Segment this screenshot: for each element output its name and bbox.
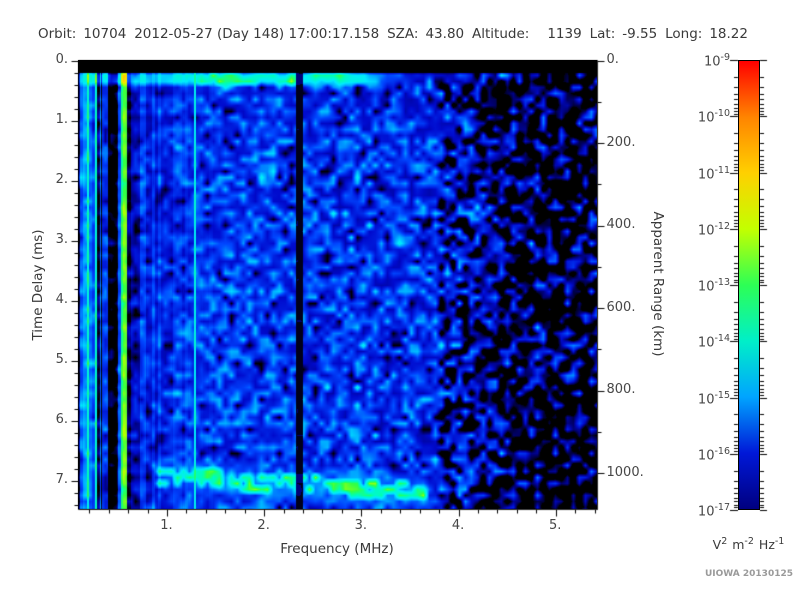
colorbar-units: V2 m-2 Hz-1 <box>713 536 790 552</box>
long-value: 18.22 <box>709 26 748 42</box>
y-axis-title-left: Time Delay (ms) <box>30 229 46 341</box>
orbit-label: Orbit: <box>38 26 77 42</box>
x-tick-label: 3. <box>354 517 368 533</box>
long-label: Long: <box>665 26 703 42</box>
credit-text: UIOWA 20130125 <box>704 569 793 579</box>
altitude-label: Altitude: <box>472 26 530 42</box>
altitude-value: 1139 <box>547 26 582 42</box>
sza-group: SZA: 43.80 <box>387 26 464 42</box>
apparent-range-tick-label: 1000. <box>606 464 644 480</box>
colorbar-tick-label: 10-15 <box>697 389 730 407</box>
sza-value: 43.80 <box>425 26 465 42</box>
sza-label: SZA: <box>387 26 419 42</box>
apparent-range-tick-label: 800. <box>606 382 636 398</box>
spectrogram-canvas <box>78 60 597 509</box>
colorbar-tick-label: 10-9 <box>703 52 730 70</box>
lat-label: Lat: <box>589 26 616 42</box>
long-group: Long: 18.22 <box>665 26 748 42</box>
datetime-group: 2012-05-27 (Day 148) 17:00:17.158 <box>134 26 379 42</box>
apparent-range-tick-label: 600. <box>606 299 636 315</box>
orbit-group: Orbit: 10704 <box>38 26 126 42</box>
colorbar-tick-label: 10-11 <box>697 164 730 182</box>
apparent-range-tick-label: 0. <box>606 52 619 67</box>
x-tick-label: 4. <box>451 517 465 533</box>
colorbar-unit-part: m-2 <box>732 536 754 553</box>
x-tick-label: 1. <box>160 517 173 533</box>
lat-group: Lat: -9.55 <box>590 26 658 42</box>
colorbar-unit-part: V2 <box>712 536 728 553</box>
time-delay-tick-label: 0. <box>55 52 68 67</box>
time-delay-tick-label: 4. <box>55 292 68 308</box>
header-info: Orbit: 10704 2012-05-27 (Day 148) 17:00:… <box>38 26 748 43</box>
x-tick-label: 5. <box>549 517 562 533</box>
time-delay-tick-label: 6. <box>55 412 68 428</box>
colorbar-tick-label: 10-17 <box>697 502 730 520</box>
colorbar-tick-label: 10-13 <box>697 277 730 295</box>
colorbar-tick-label: 10-14 <box>697 333 730 351</box>
colorbar-tick-label: 10-10 <box>697 108 730 126</box>
time-delay-tick-label: 2. <box>55 172 68 188</box>
apparent-range-tick-label: 200. <box>606 134 636 150</box>
colorbar-unit-part: Hz-1 <box>758 536 785 553</box>
time-delay-tick-label: 3. <box>55 232 68 248</box>
colorbar-tick-label: 10-12 <box>697 220 730 239</box>
time-delay-tick-label: 7. <box>55 472 68 488</box>
y-axis-title-right: Apparent Range (km) <box>650 211 666 357</box>
apparent-range-tick-label: 400. <box>606 217 636 233</box>
orbit-value: 10704 <box>83 26 127 42</box>
datetime-value: 2012-05-27 (Day 148) 17:00:17.158 <box>134 26 380 42</box>
time-delay-tick-label: 1. <box>55 112 68 128</box>
altitude-group: Altitude: 1139 <box>472 26 582 42</box>
x-tick-label: 2. <box>257 517 270 533</box>
lat-value: -9.55 <box>622 26 658 42</box>
time-delay-tick-label: 5. <box>55 352 68 368</box>
colorbar-tick-label: 10-16 <box>697 445 730 464</box>
colorbar <box>738 60 760 510</box>
x-axis-title: Frequency (MHz) <box>280 541 394 557</box>
